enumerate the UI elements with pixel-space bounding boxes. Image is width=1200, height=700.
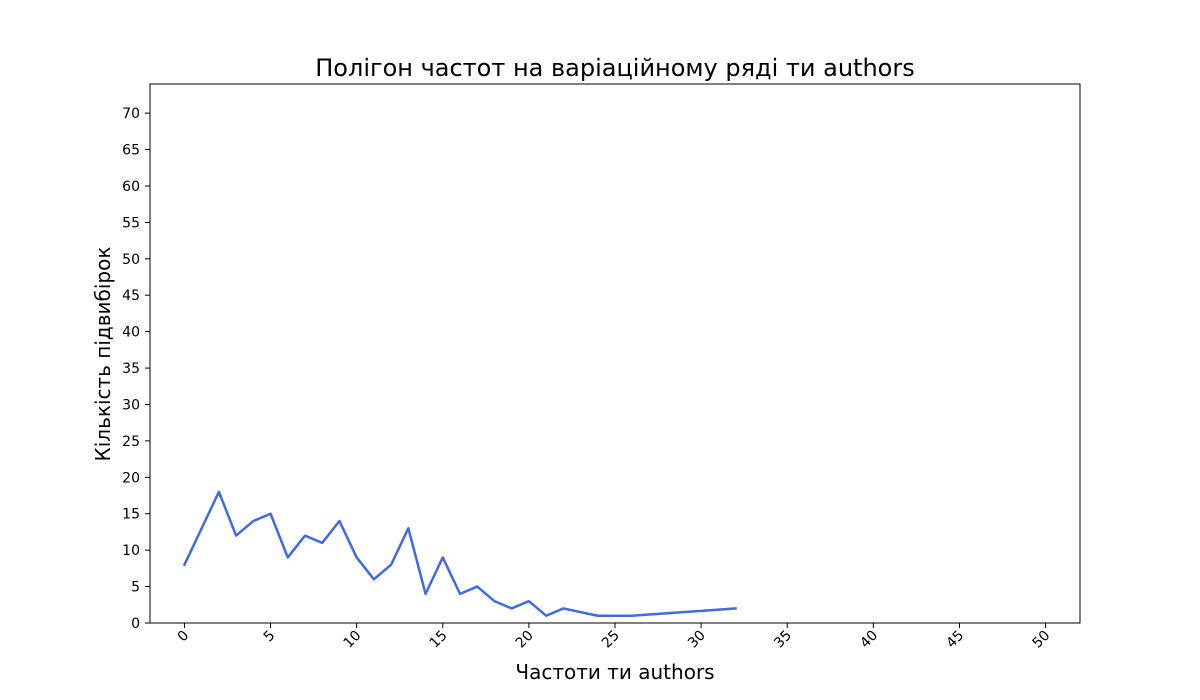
x-tick-label: 45 [943, 628, 967, 652]
x-tick-label: 50 [1029, 628, 1053, 652]
x-tick-label: 40 [857, 628, 881, 652]
x-tick-label: 10 [341, 628, 365, 652]
y-tick-label: 10 [122, 543, 140, 559]
y-tick-label: 65 [122, 143, 140, 159]
y-tick-label: 35 [122, 361, 140, 377]
x-tick-label: 30 [685, 628, 709, 652]
x-tick-label: 0 [175, 628, 193, 646]
x-tick-label: 15 [427, 628, 451, 652]
y-tick-label: 70 [122, 106, 140, 122]
y-tick-label: 5 [131, 580, 140, 596]
x-tick-label: 25 [599, 628, 623, 652]
y-tick-label: 45 [122, 288, 140, 304]
y-tick-label: 0 [131, 616, 140, 632]
y-tick-label: 20 [122, 470, 140, 486]
y-tick-label: 25 [122, 434, 140, 450]
y-tick-label: 30 [122, 397, 140, 413]
plot-area: 0 5 10 15 20 25 30 35 40 45 50 55 60 65 70 0 5 10 15 20 25 30… [122, 83, 1081, 652]
x-axis-label: Частоти ти authors [515, 660, 714, 684]
x-tick-label: 35 [771, 628, 795, 652]
plot-frame [149, 83, 1081, 624]
x-tick-label: 5 [261, 628, 279, 646]
y-tick-label: 50 [122, 252, 140, 268]
x-tick-label: 20 [513, 628, 537, 652]
series-line-0 [182, 490, 737, 617]
y-tick-label: 55 [122, 215, 140, 231]
y-tick-label: 40 [122, 325, 140, 341]
y-tick-label: 60 [122, 179, 140, 195]
y-axis-label: Кількість підвибірок [91, 247, 115, 462]
y-tick-label: 15 [122, 507, 140, 523]
chart-title: Полігон частот на варіаційному ряді ти a… [315, 54, 914, 82]
